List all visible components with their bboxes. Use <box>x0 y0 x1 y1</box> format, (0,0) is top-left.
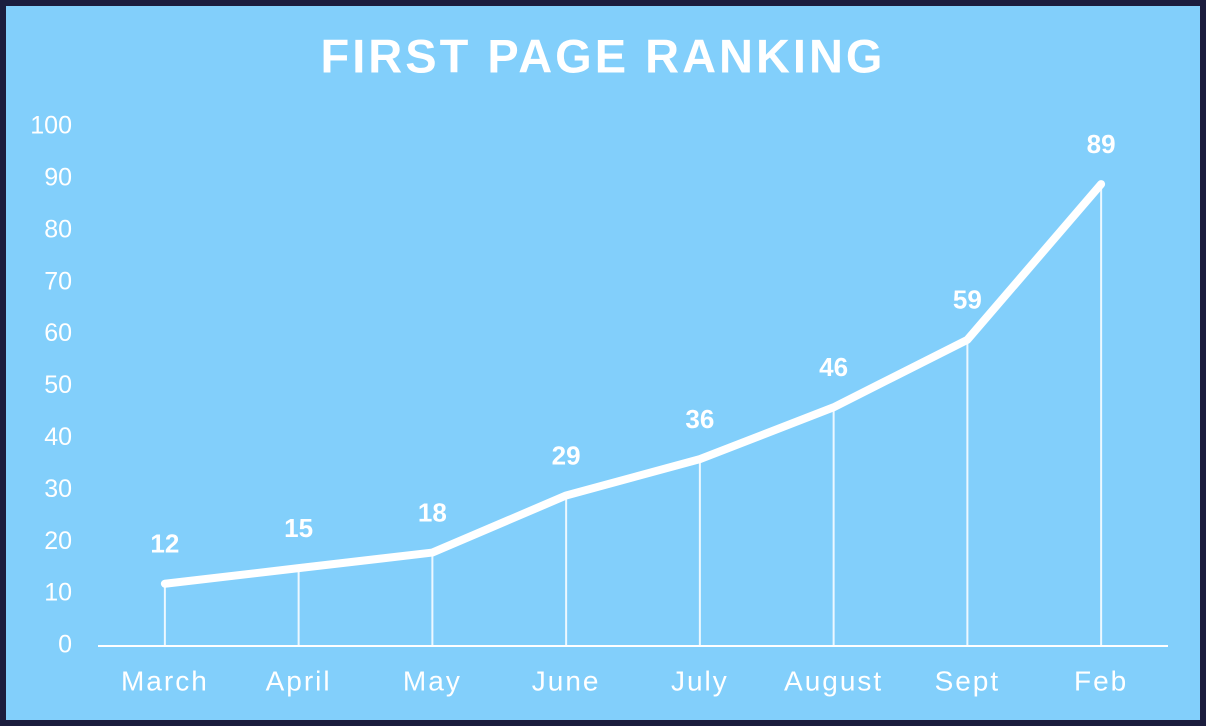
y-tick-label: 60 <box>44 319 72 347</box>
y-tick-label: 0 <box>58 631 72 659</box>
x-tick-label: June <box>532 665 601 696</box>
chart-title: FIRST PAGE RANKING <box>321 29 886 82</box>
y-tick-label: 100 <box>30 112 72 140</box>
x-tick-label: March <box>121 665 209 696</box>
data-label: 89 <box>1087 129 1116 159</box>
data-label: 46 <box>819 352 848 382</box>
x-tick-label: August <box>784 665 883 696</box>
y-tick-label: 20 <box>44 527 72 555</box>
x-tick-label: Sept <box>935 665 1001 696</box>
x-tick-label: May <box>403 665 462 696</box>
y-tick-label: 70 <box>44 267 72 295</box>
data-label: 15 <box>284 513 313 543</box>
x-tick-label: April <box>266 665 332 696</box>
data-label: 59 <box>953 285 982 315</box>
y-tick-label: 10 <box>44 579 72 607</box>
data-label: 12 <box>150 529 179 559</box>
x-tick-label: Feb <box>1074 665 1128 696</box>
line-series <box>160 180 1106 588</box>
y-tick-label: 50 <box>44 371 72 399</box>
x-tick-label: July <box>671 665 729 696</box>
y-tick-label: 80 <box>44 215 72 243</box>
y-tick-label: 90 <box>44 164 72 192</box>
y-tick-label: 30 <box>44 475 72 503</box>
y-tick-label: 40 <box>44 423 72 451</box>
data-label: 36 <box>685 404 714 434</box>
data-label: 18 <box>418 497 447 527</box>
data-label: 29 <box>552 440 581 470</box>
